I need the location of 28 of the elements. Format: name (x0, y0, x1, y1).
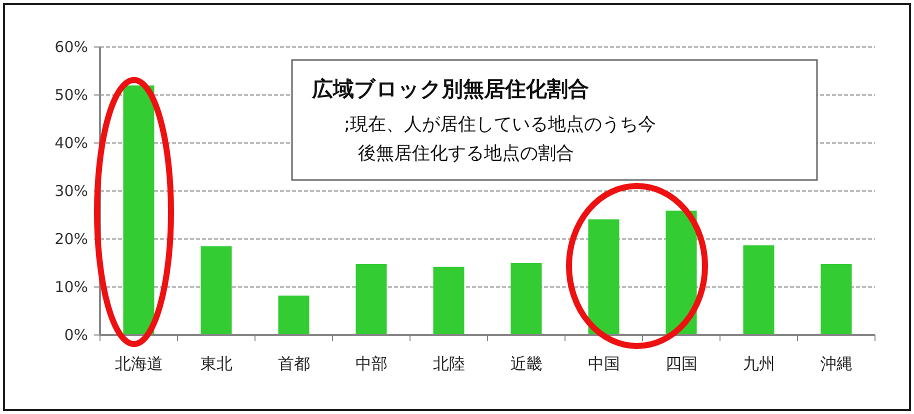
y-tick-label: 10% (54, 278, 88, 296)
bar (743, 245, 774, 335)
y-tick-label: 60% (54, 38, 88, 56)
y-tick-label: 50% (54, 86, 88, 104)
text: ;現在、人が居住している地点のうち今後無居住化する地点の割合 (344, 114, 656, 164)
y-tick-label: 0% (64, 326, 88, 344)
bar (666, 210, 697, 335)
x-tick-label: 北海道 (114, 354, 163, 373)
x-tick-label: 九州 (742, 354, 775, 373)
bar (200, 246, 232, 335)
bar (820, 264, 852, 335)
x-tick-label: 中国 (588, 354, 620, 373)
x-tick-label: 中部 (355, 354, 388, 373)
x-tick-label: 北陸 (432, 354, 465, 373)
bar (278, 296, 310, 335)
bar (588, 219, 620, 335)
y-tick-label: 30% (54, 182, 88, 200)
x-tick-label: 四国 (665, 354, 698, 373)
x-tick-label: 東北 (200, 354, 232, 373)
text: 広域ブロック別無居住化割合 (311, 77, 589, 101)
x-tick-label: 沖縄 (820, 354, 852, 373)
x-tick-label: 近畿 (510, 354, 542, 373)
bar (356, 264, 387, 335)
bar (433, 266, 464, 335)
x-tick-label: 首都 (278, 354, 310, 373)
bar (510, 263, 542, 335)
y-tick-label: 20% (54, 230, 88, 248)
y-tick-label: 40% (54, 134, 88, 152)
